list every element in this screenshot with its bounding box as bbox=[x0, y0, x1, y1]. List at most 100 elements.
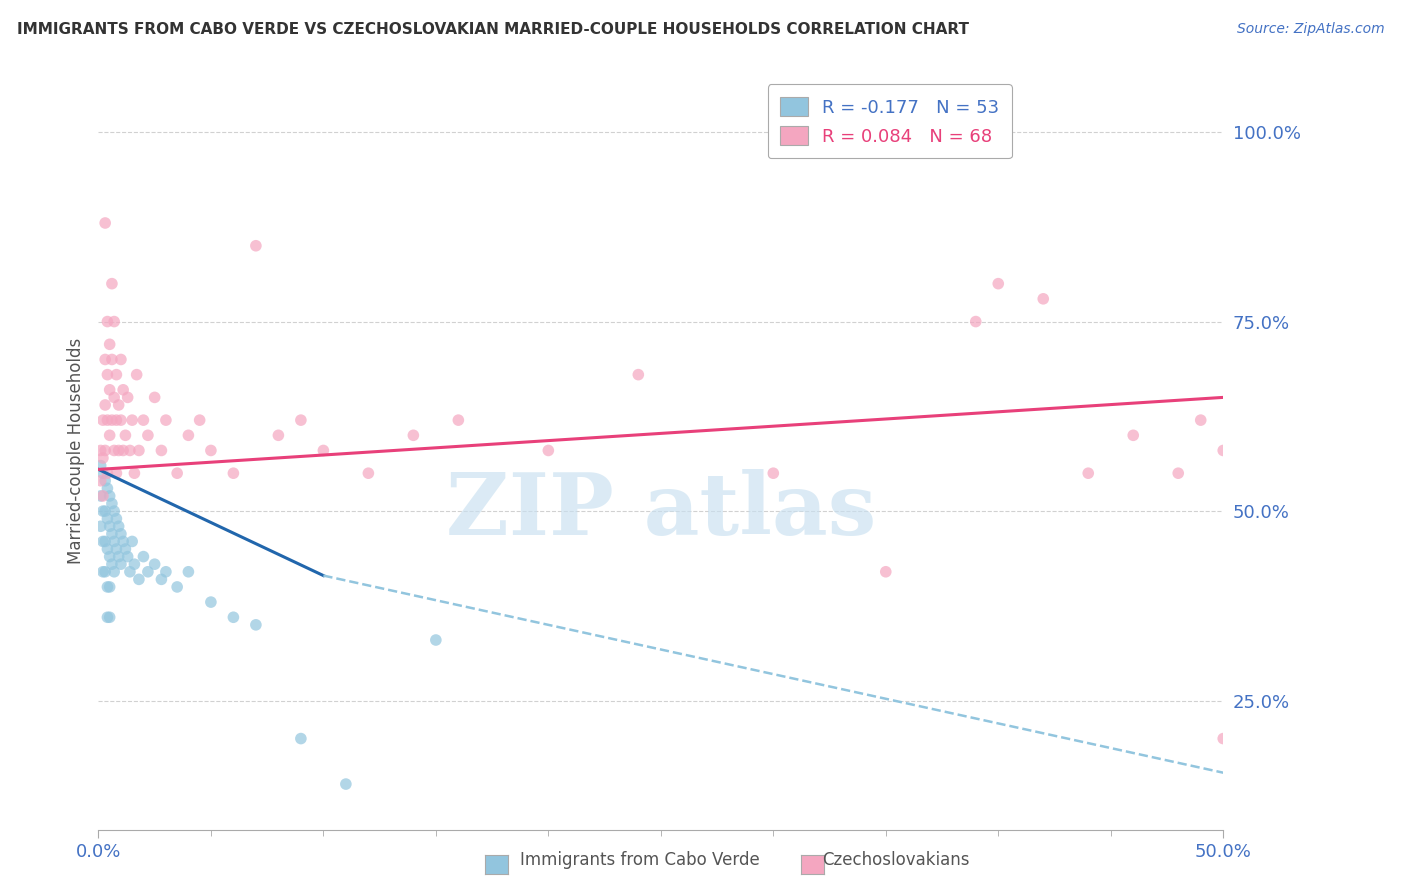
Point bbox=[290, 731, 312, 746]
Point bbox=[222, 610, 245, 624]
Point bbox=[125, 368, 148, 382]
Point bbox=[114, 428, 136, 442]
Point bbox=[245, 618, 267, 632]
Point bbox=[143, 391, 166, 405]
Point bbox=[98, 519, 121, 533]
Point bbox=[188, 413, 211, 427]
Point bbox=[402, 428, 425, 442]
Point bbox=[105, 466, 128, 480]
Point bbox=[335, 777, 357, 791]
Point bbox=[762, 466, 785, 480]
Point bbox=[136, 428, 159, 442]
Point bbox=[101, 557, 124, 572]
Point bbox=[105, 512, 128, 526]
Point bbox=[101, 526, 124, 541]
Point bbox=[94, 352, 117, 367]
Point bbox=[117, 549, 139, 564]
Point bbox=[128, 443, 150, 458]
Point bbox=[132, 549, 155, 564]
Point bbox=[150, 443, 173, 458]
Point bbox=[150, 573, 173, 587]
Point bbox=[143, 557, 166, 572]
Point bbox=[91, 451, 114, 466]
Point bbox=[98, 610, 121, 624]
Point bbox=[875, 565, 897, 579]
Text: Czechoslovakians: Czechoslovakians bbox=[823, 851, 970, 869]
Point bbox=[1122, 428, 1144, 442]
Point bbox=[110, 413, 132, 427]
Point bbox=[290, 413, 312, 427]
Point bbox=[91, 489, 114, 503]
Point bbox=[103, 391, 125, 405]
Point bbox=[101, 496, 124, 510]
Point bbox=[94, 443, 117, 458]
Point bbox=[90, 474, 112, 488]
Point bbox=[101, 352, 124, 367]
Point bbox=[447, 413, 470, 427]
Point bbox=[105, 541, 128, 557]
Point bbox=[96, 466, 118, 480]
Point bbox=[112, 443, 135, 458]
Point bbox=[155, 565, 177, 579]
Point bbox=[245, 238, 267, 253]
Point bbox=[94, 216, 117, 230]
Point bbox=[98, 549, 121, 564]
Point bbox=[91, 413, 114, 427]
Point bbox=[1032, 292, 1054, 306]
Point bbox=[94, 534, 117, 549]
Point bbox=[1212, 731, 1234, 746]
Point bbox=[136, 565, 159, 579]
Point bbox=[177, 565, 200, 579]
Point bbox=[177, 428, 200, 442]
Legend: R = -0.177   N = 53, R = 0.084   N = 68: R = -0.177 N = 53, R = 0.084 N = 68 bbox=[768, 84, 1012, 158]
Point bbox=[1212, 443, 1234, 458]
Point bbox=[1167, 466, 1189, 480]
Point bbox=[101, 413, 124, 427]
Point bbox=[96, 413, 118, 427]
Point bbox=[96, 541, 118, 557]
Point bbox=[103, 534, 125, 549]
Point bbox=[101, 277, 124, 291]
Text: Immigrants from Cabo Verde: Immigrants from Cabo Verde bbox=[520, 851, 761, 869]
Point bbox=[110, 526, 132, 541]
Point bbox=[124, 557, 146, 572]
Point bbox=[98, 489, 121, 503]
Text: IMMIGRANTS FROM CABO VERDE VS CZECHOSLOVAKIAN MARRIED-COUPLE HOUSEHOLDS CORRELAT: IMMIGRANTS FROM CABO VERDE VS CZECHOSLOV… bbox=[17, 22, 969, 37]
Point bbox=[200, 443, 222, 458]
Point bbox=[94, 504, 117, 518]
Point bbox=[90, 458, 112, 473]
Point bbox=[96, 314, 118, 328]
Point bbox=[96, 512, 118, 526]
Point bbox=[166, 466, 188, 480]
Point bbox=[91, 534, 114, 549]
Point bbox=[98, 383, 121, 397]
Point bbox=[107, 443, 129, 458]
Point bbox=[96, 482, 118, 496]
Point bbox=[312, 443, 335, 458]
Point bbox=[128, 573, 150, 587]
Point bbox=[121, 413, 143, 427]
Point bbox=[107, 398, 129, 412]
Point bbox=[118, 443, 141, 458]
Point bbox=[94, 474, 117, 488]
Point bbox=[166, 580, 188, 594]
Point bbox=[965, 314, 987, 328]
Point bbox=[103, 314, 125, 328]
Point bbox=[124, 466, 146, 480]
Point bbox=[105, 368, 128, 382]
Text: ZIP atlas: ZIP atlas bbox=[446, 469, 876, 553]
Point bbox=[357, 466, 380, 480]
Point bbox=[112, 534, 135, 549]
Point bbox=[107, 549, 129, 564]
Point bbox=[107, 519, 129, 533]
Point bbox=[98, 337, 121, 351]
Point bbox=[118, 565, 141, 579]
Point bbox=[1077, 466, 1099, 480]
Point bbox=[91, 504, 114, 518]
Point bbox=[222, 466, 245, 480]
Point bbox=[114, 541, 136, 557]
Point bbox=[155, 413, 177, 427]
Point bbox=[103, 504, 125, 518]
Point bbox=[94, 398, 117, 412]
Point bbox=[121, 534, 143, 549]
